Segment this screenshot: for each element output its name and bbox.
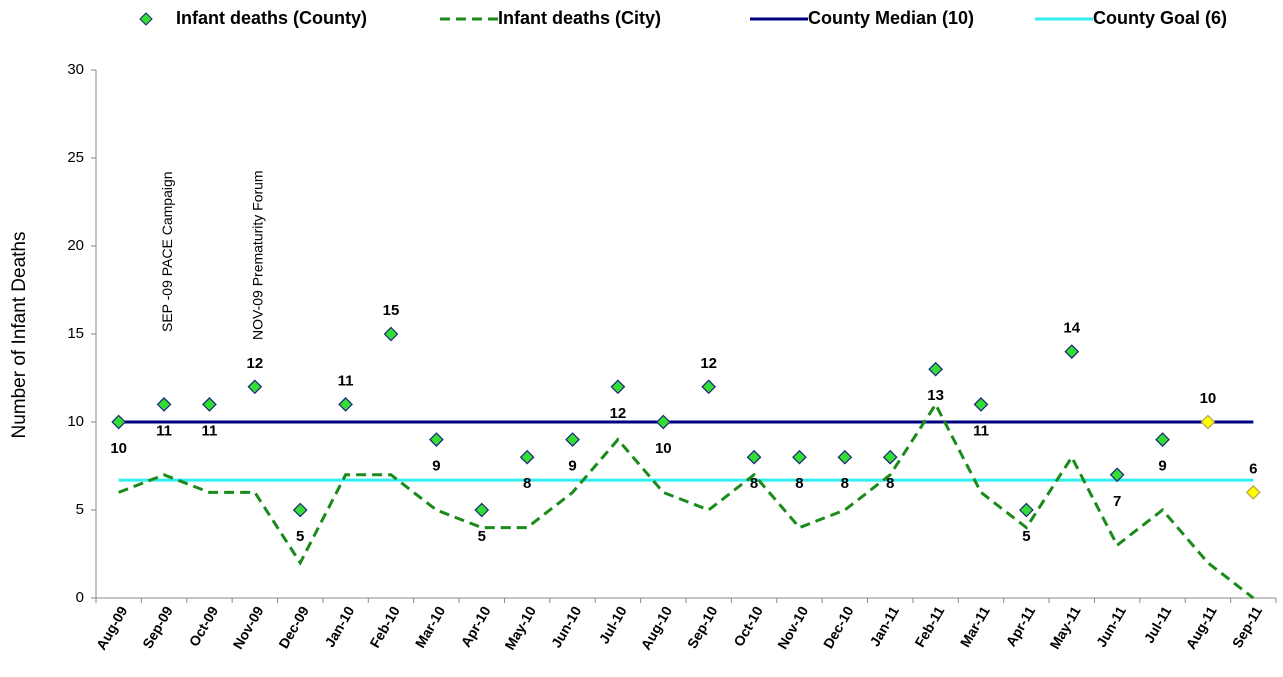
- data-label: 11: [156, 422, 172, 439]
- data-label: 5: [478, 528, 486, 545]
- data-label: 11: [973, 422, 989, 439]
- x-tick-label: Mar-11: [957, 603, 993, 650]
- y-tick-label: 0: [76, 589, 84, 606]
- data-label: 9: [568, 458, 576, 475]
- marker: [610, 379, 626, 395]
- marker: [701, 379, 717, 395]
- x-tick-label: Oct-09: [186, 603, 222, 649]
- x-tick-label: Dec-09: [275, 603, 312, 651]
- marker: [1155, 432, 1170, 447]
- data-label: 5: [1022, 528, 1030, 545]
- marker: [1109, 467, 1125, 483]
- y-tick-label: 30: [67, 61, 84, 78]
- data-label: 9: [432, 458, 440, 475]
- data-label: 11: [338, 372, 354, 389]
- x-tick-label: Oct-10: [730, 603, 766, 649]
- data-label: 8: [795, 475, 803, 492]
- data-label: 8: [750, 475, 758, 492]
- x-tick-label: May-11: [1046, 603, 1083, 652]
- x-tick-label: Feb-11: [911, 603, 947, 650]
- marker: [655, 414, 671, 430]
- data-label: 13: [927, 387, 944, 404]
- data-label: 14: [1063, 320, 1080, 337]
- data-label: 10: [1200, 390, 1217, 407]
- marker: [1064, 344, 1080, 359]
- x-tick-label: Sep-11: [1229, 603, 1266, 650]
- legend-label: Infant deaths (City): [498, 8, 661, 28]
- data-label: 11: [202, 422, 218, 439]
- marker: [338, 397, 353, 412]
- x-tick-label: Aug-09: [93, 603, 131, 652]
- marker: [792, 449, 807, 465]
- marker: [1200, 414, 1216, 430]
- x-tick-label: Sep-10: [684, 603, 721, 651]
- marker: [111, 414, 127, 430]
- x-tick-label: Jun-11: [1093, 603, 1129, 650]
- data-label: 12: [247, 355, 264, 372]
- x-tick-label: Nov-10: [774, 603, 811, 652]
- x-tick-label: Mar-10: [412, 603, 449, 650]
- y-tick-label: 20: [67, 237, 84, 254]
- marker: [928, 361, 943, 377]
- data-label: 8: [886, 475, 894, 492]
- marker: [156, 397, 172, 412]
- marker: [837, 449, 853, 465]
- data-label: 12: [700, 355, 717, 372]
- data-label: 10: [655, 440, 672, 457]
- data-label: 7: [1113, 493, 1121, 510]
- y-tick-label: 5: [76, 501, 84, 518]
- y-tick-label: 10: [67, 413, 84, 430]
- data-label: 8: [523, 475, 531, 492]
- data-label: 5: [296, 528, 304, 545]
- data-label: 9: [1158, 458, 1166, 475]
- x-tick-label: Jul-11: [1141, 603, 1175, 646]
- marker: [746, 449, 762, 465]
- x-tick-label: Feb-10: [366, 603, 403, 650]
- marker: [519, 449, 535, 465]
- x-tick-label: Sep-09: [139, 603, 176, 651]
- legend-label: County Median (10): [808, 8, 974, 28]
- x-tick-label: Jan-10: [321, 603, 357, 650]
- x-tick-label: Aug-10: [638, 603, 676, 652]
- marker: [429, 432, 444, 447]
- annotation: NOV-09 Prematurity Forum: [250, 170, 266, 340]
- x-tick-label: Jul-10: [596, 603, 630, 646]
- marker: [565, 432, 580, 447]
- y-tick-label: 25: [67, 149, 84, 166]
- x-tick-label: Aug-11: [1183, 603, 1220, 652]
- marker: [202, 397, 217, 412]
- x-tick-label: Jan-11: [866, 603, 902, 649]
- y-tick-label: 15: [67, 325, 84, 342]
- x-tick-label: Apr-10: [458, 603, 494, 650]
- marker: [474, 502, 490, 518]
- data-label: 8: [841, 475, 849, 492]
- data-label: 15: [383, 302, 400, 319]
- marker: [1245, 485, 1261, 500]
- legend-marker: [139, 12, 153, 26]
- dashed-line: [118, 401, 1255, 600]
- x-tick-label: May-10: [501, 603, 539, 652]
- data-label: 10: [110, 440, 127, 457]
- marker: [973, 397, 989, 412]
- legend-label: Infant deaths (County): [176, 8, 367, 28]
- annotation: SEP -09 PACE Campaign: [159, 171, 175, 332]
- marker: [882, 449, 898, 465]
- y-axis-title: Number of Infant Deaths: [9, 232, 30, 439]
- marker: [292, 502, 308, 518]
- x-tick-label: Nov-09: [229, 603, 266, 652]
- x-tick-label: Jun-10: [548, 603, 585, 650]
- marker: [247, 379, 263, 395]
- marker: [1019, 502, 1034, 518]
- data-label: 12: [610, 405, 627, 422]
- legend-label: County Goal (6): [1093, 8, 1227, 28]
- x-tick-label: Apr-11: [1003, 603, 1039, 649]
- data-label: 6: [1249, 460, 1257, 477]
- x-tick-label: Dec-10: [820, 603, 857, 651]
- marker: [383, 326, 399, 342]
